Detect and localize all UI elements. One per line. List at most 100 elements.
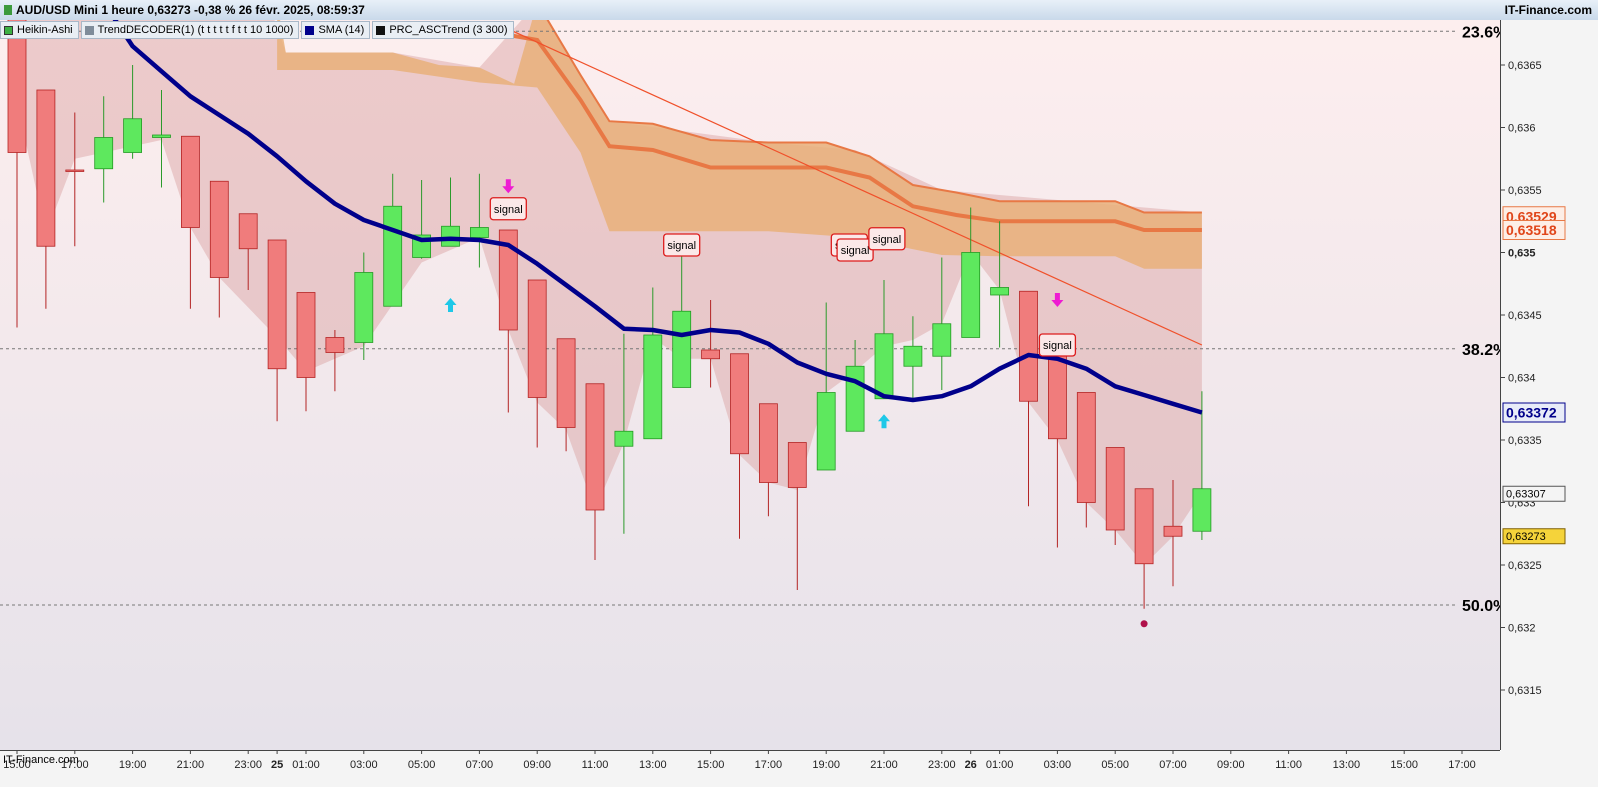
fibo-label: 38.2% (1462, 342, 1507, 359)
candle-body (36, 89, 56, 247)
legend-item-heikin-ashi[interactable]: Heikin-Ashi (0, 21, 79, 39)
x-tick-label: 13:00 (1333, 759, 1361, 771)
candle-body (180, 135, 200, 228)
x-tick-label: 17:00 (61, 759, 89, 771)
price-tag: 0,63372 (1502, 402, 1566, 423)
candle-body (325, 337, 345, 353)
legend-item-sma[interactable]: SMA (14) (301, 21, 371, 39)
x-tick-label: 11:00 (582, 759, 609, 771)
candle-body (267, 239, 287, 370)
candle-body (123, 118, 142, 153)
price-chart[interactable]: signalsignalsignalsignalsignalsignal23.6… (0, 20, 1598, 787)
x-tick-label: 01:00 (292, 759, 320, 771)
x-axis-panel (0, 751, 1501, 787)
arrow-down-icon (1051, 293, 1064, 307)
x-tick-label: 17:00 (1448, 759, 1476, 771)
candle-body (7, 20, 27, 153)
x-tick-label: 11:00 (1275, 759, 1302, 771)
candle-body (65, 169, 85, 172)
legend-swatch (84, 25, 94, 35)
candle-up (932, 257, 952, 390)
x-tick-label: 09:00 (1217, 759, 1245, 771)
price-tag-box (1502, 402, 1566, 423)
trend-band-fill (277, 20, 1202, 269)
fibo-label: 23.6% (1462, 24, 1507, 41)
legend-item-trenddecoder[interactable]: TrendDECODER(1) (t t t t t f t t 10 1000… (80, 21, 300, 39)
candle-body (672, 310, 692, 388)
candle-body (152, 134, 171, 138)
x-tick-label: 13:00 (639, 759, 667, 771)
x-tick-label: 01:00 (986, 759, 1014, 771)
candle-up (152, 90, 171, 188)
x-tick-label: 07:00 (466, 759, 494, 771)
candle-down (65, 112, 85, 247)
candle-up (441, 177, 460, 247)
x-tick-label: 05:00 (1101, 759, 1129, 771)
signal-label: signal (868, 227, 906, 251)
candle-down (325, 330, 345, 392)
candle-down (209, 180, 229, 318)
candle-up (614, 333, 634, 534)
price-tag-box (1502, 220, 1566, 240)
plot-layer: signalsignalsignalsignalsignalsignal23.6… (0, 20, 1507, 628)
candle-body (903, 345, 923, 367)
title-bar: AUD/USD Mini 1 heure 0,63273 -0,38 % 26 … (0, 0, 1598, 21)
candle-body (643, 334, 663, 440)
x-tick-label: 25 (271, 759, 283, 771)
candle-body (1019, 290, 1038, 402)
candle-up (1192, 391, 1212, 540)
legend-label: TrendDECODER(1) (t t t t t f t t 10 1000… (97, 24, 294, 36)
candle-body (730, 353, 749, 455)
candle-body (585, 383, 605, 511)
signal-label: signal (663, 233, 701, 257)
candle-up (469, 173, 489, 268)
candle-down (180, 135, 200, 309)
candle-up (903, 316, 923, 400)
candle-up (990, 221, 1009, 348)
y-tick-label: 0,6345 (1508, 310, 1542, 322)
candle-body (527, 279, 547, 398)
candle-body (701, 349, 720, 360)
legend-label: SMA (14) (318, 24, 365, 36)
y-tick-label: 0,634 (1508, 373, 1536, 385)
candle-down (730, 353, 749, 539)
x-tick-label: 09:00 (523, 759, 551, 771)
candle-body (556, 338, 576, 428)
y-tick-label: 0,635 (1508, 248, 1536, 260)
candle-body (209, 180, 229, 278)
low-dot-marker (1140, 620, 1148, 628)
y-tick-label: 0,636 (1508, 123, 1536, 135)
x-tick-label: 19:00 (119, 759, 147, 771)
signal-text: signal (667, 240, 696, 252)
candle-body (1076, 392, 1096, 503)
candle-up (354, 252, 374, 360)
candle-down (759, 403, 778, 517)
legend-swatch (376, 25, 386, 35)
candle-down (1048, 345, 1067, 548)
candle-down (238, 213, 258, 290)
candle-down (1019, 290, 1038, 507)
signal-label: signal (489, 197, 527, 221)
x-tick-label: 05:00 (408, 759, 436, 771)
candle-body (1163, 525, 1183, 537)
candle-body (1192, 488, 1212, 532)
candle-body (614, 430, 634, 447)
legend-item-prc-asctrend[interactable]: PRC_ASCTrend (3 300) (372, 21, 514, 39)
y-tick-label: 0,6365 (1508, 60, 1542, 72)
candle-up (874, 280, 894, 400)
candle-down (296, 292, 316, 412)
trend-line (493, 21, 1203, 346)
arrow-down-icon (502, 179, 515, 194)
candle-body (990, 287, 1009, 296)
x-tick-label: 15:00 (697, 759, 725, 771)
candle-up (643, 287, 663, 440)
candle-up (672, 250, 692, 388)
indicator-legend: Heikin-Ashi TrendDECODER(1) (t t t t t f… (0, 21, 516, 39)
y-tick-label: 0,6355 (1508, 185, 1542, 197)
x-tick-label: 19:00 (812, 759, 840, 771)
x-tick-label: 23:00 (234, 759, 262, 771)
candle-up (123, 65, 142, 159)
signal-label: signal (836, 238, 874, 262)
candle-body (787, 442, 807, 488)
candle-body (94, 137, 114, 170)
